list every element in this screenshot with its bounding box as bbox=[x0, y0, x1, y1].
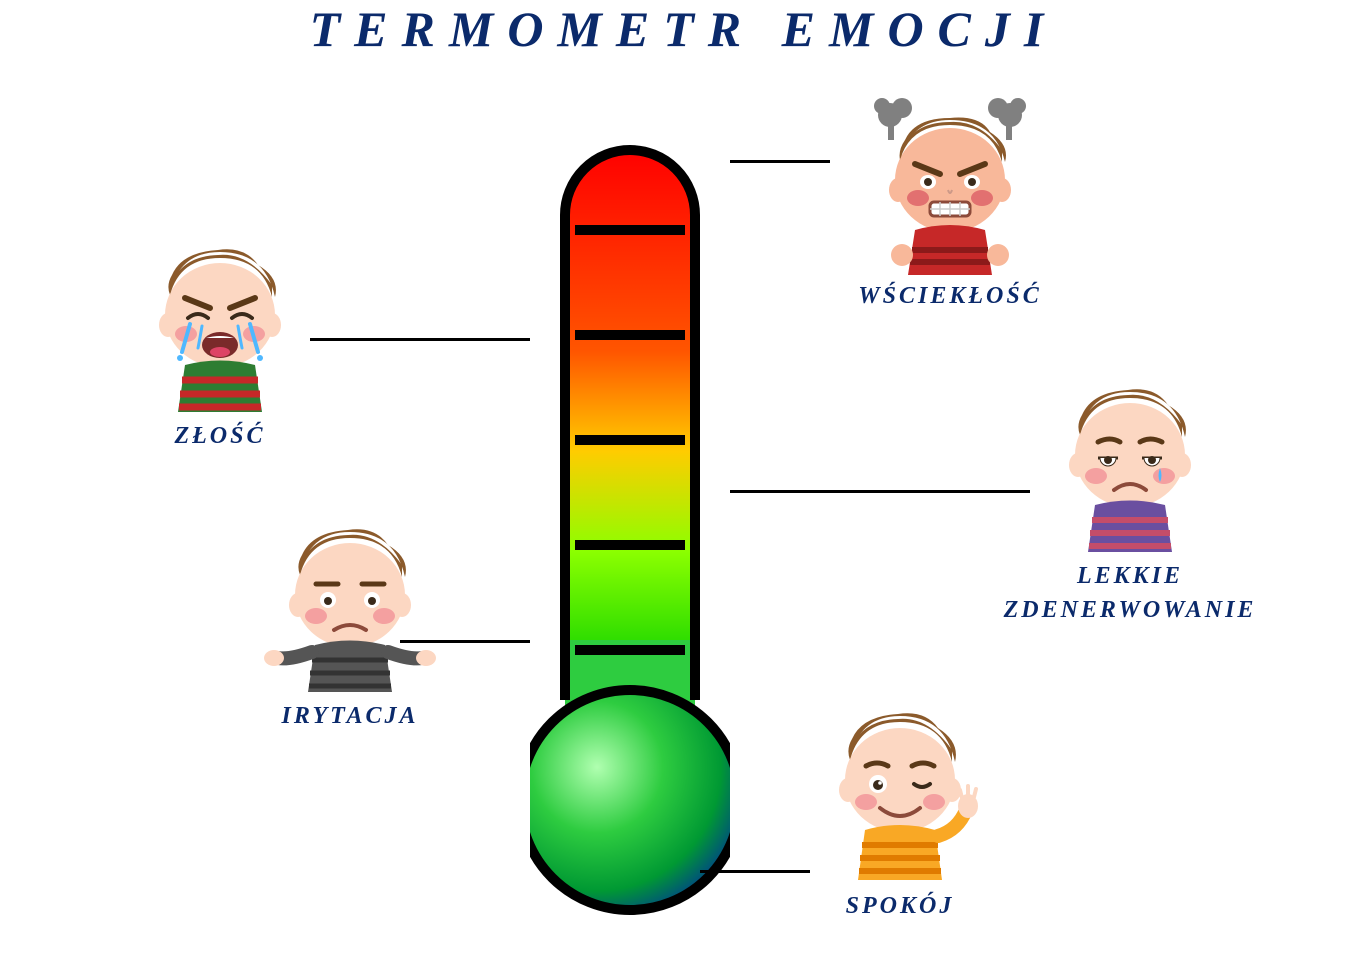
thermometer-icon bbox=[530, 140, 730, 920]
connector-rage bbox=[730, 160, 830, 163]
slight-face-icon bbox=[1040, 370, 1220, 560]
calm-label: SPOKÓJ bbox=[790, 890, 1010, 924]
emotion-slight: LEKKIE ZDENERWOWANIE bbox=[960, 370, 1300, 627]
anger-face-icon bbox=[130, 230, 310, 420]
emotion-anger: ZŁOŚĆ bbox=[110, 230, 330, 454]
anger-label: ZŁOŚĆ bbox=[110, 420, 330, 454]
emotion-irritation: IRYTACJA bbox=[240, 510, 460, 734]
rage-face-icon bbox=[860, 90, 1040, 280]
rage-label: WŚCIEKŁOŚĆ bbox=[820, 280, 1080, 314]
emotion-rage: WŚCIEKŁOŚĆ bbox=[820, 90, 1080, 314]
slight-label: LEKKIE ZDENERWOWANIE bbox=[960, 560, 1300, 627]
connector-anger bbox=[310, 338, 530, 341]
irritation-label: IRYTACJA bbox=[240, 700, 460, 734]
page-title: TERMOMETR EMOCJI bbox=[0, 0, 1367, 58]
calm-face-icon bbox=[800, 690, 1000, 890]
irritation-face-icon bbox=[250, 510, 450, 700]
thermometer bbox=[530, 140, 730, 920]
emotion-calm: SPOKÓJ bbox=[790, 690, 1010, 924]
